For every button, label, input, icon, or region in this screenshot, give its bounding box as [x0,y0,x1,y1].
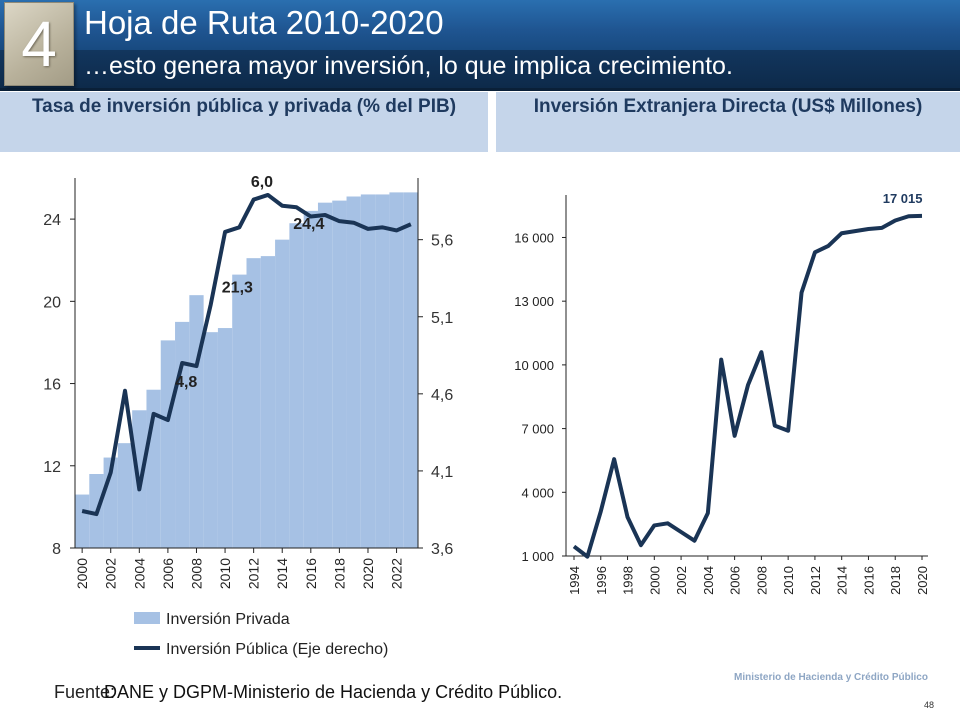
right-chart-title: Inversión Extranjera Directa (US$ Millon… [496,92,960,152]
private-investment-bar [246,258,261,548]
y-tick-label: 8 [52,541,61,558]
x-tick-label: 2022 [389,558,405,589]
fdi-y-tick-label: 16 000 [514,230,554,245]
fdi-y-tick-label: 4 000 [521,485,554,500]
y-tick-label: 16 [43,377,61,394]
source-label: Fuente: [54,682,116,702]
fdi-line [572,213,923,559]
y2-tick-label: 4,6 [431,387,453,404]
x-tick-label: 2016 [303,558,319,589]
slide-subtitle: …esto genera mayor inversión, lo que imp… [84,52,733,80]
left-chart-title-text: Tasa de inversión pública y privada (% d… [31,96,457,117]
private-investment-bar [360,194,376,548]
section-number-badge: 4 [4,2,74,86]
x-tick-label: 2006 [160,558,176,589]
annotation-label: 4,8 [175,374,197,391]
x-tick-label: 2000 [74,558,90,589]
legend-private-swatch [134,612,160,624]
fdi-x-tick-label: 1998 [621,566,636,595]
private-investment-bar [317,202,333,548]
annotation-label: 21,3 [222,280,253,297]
private-investment-bar [117,443,133,548]
private-investment-bar [303,210,318,548]
private-investment-bar [217,328,233,548]
y-tick-label: 24 [43,212,61,229]
fdi-y-tick-label: 13 000 [514,294,554,309]
private-investment-bar [346,196,361,548]
y-tick-label: 12 [43,459,61,476]
x-tick-label: 2012 [246,558,262,589]
annotation-label: 6,0 [251,174,273,191]
x-tick-label: 2010 [217,558,233,589]
x-tick-label: 2002 [103,558,119,589]
left-chart-title: Tasa de inversión pública y privada (% d… [0,92,488,152]
private-investment-bar [260,256,276,548]
x-tick-label: 2014 [274,558,290,589]
fdi-x-tick-label: 2004 [701,566,716,595]
slide-header: 4 Hoja de Ruta 2010-2020 …esto genera ma… [0,0,960,92]
y2-tick-label: 3,6 [431,541,453,558]
x-tick-label: 2008 [188,558,204,589]
header-title-bar [0,0,960,50]
fdi-x-tick-label: 1994 [567,566,582,595]
fdi-y-tick-label: 1 000 [521,549,554,564]
fdi-x-tick-label: 2006 [728,566,743,595]
private-investment-bar [389,192,404,548]
fdi-x-tick-label: 2018 [888,566,903,595]
fdi-y-tick-label: 10 000 [514,358,554,373]
fdi-x-tick-label: 2014 [835,566,850,595]
y2-tick-label: 5,1 [431,310,453,327]
private-investment-bar [375,194,390,548]
private-investment-bar [75,494,90,548]
private-investment-bar [403,192,418,548]
x-tick-label: 2004 [131,558,147,589]
fdi-x-tick-label: 2012 [808,566,823,595]
fdi-x-tick-label: 2008 [754,566,769,595]
private-investment-bar [160,340,176,548]
fdi-x-tick-label: 2016 [861,566,876,595]
fdi-x-tick-label: 1996 [594,566,609,595]
y2-tick-label: 5,6 [431,233,453,250]
source-text: DANE y DGPM-Ministerio de Hacienda y Cré… [104,682,563,702]
slide-title: Hoja de Ruta 2010-2020 [84,4,444,41]
public-investment-line [81,192,412,517]
fdi-x-tick-label: 2000 [647,566,662,595]
legend-private-label: Inversión Privada [166,611,290,628]
annotation-label: 24,4 [293,216,324,233]
ministry-watermark: Ministerio de Hacienda y Crédito Público [734,672,928,683]
section-number: 4 [21,8,57,80]
fdi-y-tick-label: 7 000 [521,422,554,437]
x-tick-label: 2020 [360,558,376,589]
y2-tick-label: 4,1 [431,464,453,481]
fdi-x-tick-label: 2002 [674,566,689,595]
fdi-annotation-label: 17 015 [883,191,923,206]
private-investment-bar [275,239,290,548]
private-investment-bar [232,274,247,548]
private-investment-bar [332,200,347,548]
fdi-x-tick-label: 2020 [915,566,930,595]
right-chart-title-text: Inversión Extranjera Directa (US$ Millon… [533,96,923,117]
legend-public-label: Inversión Pública (Eje derecho) [166,641,388,658]
page-number: 48 [923,700,934,710]
y-tick-label: 20 [43,294,61,311]
header-subtitle-bar [0,50,960,91]
private-investment-bar [289,223,304,548]
private-investment-bar [203,332,218,548]
fdi-x-tick-label: 2010 [781,566,796,595]
x-tick-label: 2018 [331,558,347,589]
